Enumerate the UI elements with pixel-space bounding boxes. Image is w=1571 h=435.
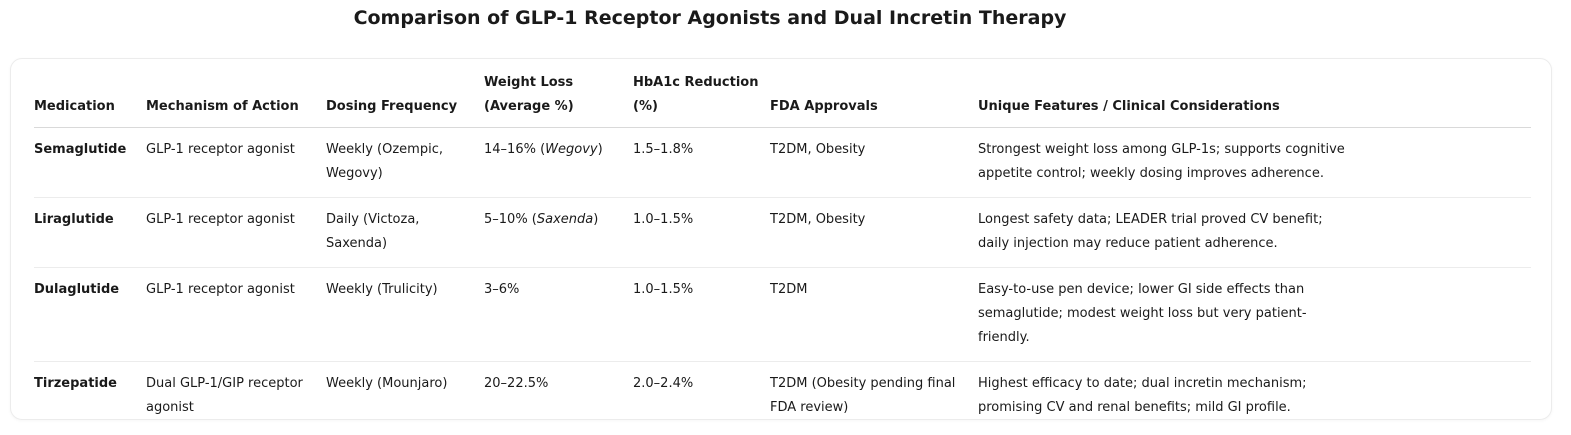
- column-header: Mechanism of Action: [146, 71, 326, 128]
- cell-text: Daily (Victoza, Saxenda): [326, 212, 420, 251]
- column-header: Weight Loss (Average %): [484, 71, 633, 128]
- column-header: Unique Features / Clinical Consideration…: [978, 71, 1531, 128]
- table-card: Medication Mechanism of Action Dosing Freq…: [10, 58, 1552, 420]
- table-cell: Strongest weight loss among GLP-1s; supp…: [978, 127, 1531, 198]
- table-cell: 20–22.5%: [484, 362, 633, 432]
- table-cell: T2DM (Obesity pending final FDA review): [770, 362, 978, 432]
- cell-text: Strongest weight loss among GLP-1s; supp…: [978, 142, 1345, 181]
- table-body: Semaglutide GLP-1 receptor agonist Weekly …: [34, 127, 1531, 432]
- table-cell: Weekly (Trulicity): [326, 267, 484, 362]
- cell-text: 1.0–1.5%: [633, 282, 694, 297]
- table-cell: 1.5–1.8%: [633, 127, 770, 198]
- cell-text: Highest efficacy to date; dual incretin …: [978, 376, 1307, 415]
- table-row: Dulaglutide GLP-1 receptor agonist Weekly …: [34, 267, 1531, 362]
- table-cell: Tirzepatide: [34, 362, 146, 432]
- cell-text: T2DM, Obesity: [770, 142, 866, 157]
- brand-name: Wegovy: [545, 142, 598, 157]
- column-header: FDA Approvals: [770, 71, 978, 128]
- column-header: HbA1c Reduction (%): [633, 71, 770, 128]
- cell-text: ): [593, 212, 599, 227]
- cell-text: 1.0–1.5%: [633, 212, 694, 227]
- table-cell: Liraglutide: [34, 197, 146, 268]
- column-header: Medication: [34, 71, 146, 128]
- table-cell: Easy-to-use pen device; lower GI side ef…: [978, 267, 1531, 362]
- cell-text: GLP-1 receptor agonist: [146, 282, 295, 297]
- table-cell: 1.0–1.5%: [633, 267, 770, 362]
- cell-text: GLP-1 receptor agonist: [146, 212, 295, 227]
- cell-text: Tirzepatide: [34, 376, 117, 391]
- cell-text: Dual GLP-1/GIP receptor agonist: [146, 376, 303, 415]
- title: Comparison of GLP-1 Receptor Agonists an…: [353, 7, 1067, 29]
- table-cell: 3–6%: [484, 267, 633, 362]
- table-cell: Highest efficacy to date; dual incretin …: [978, 362, 1531, 432]
- table-row: Semaglutide GLP-1 receptor agonist Weekly …: [34, 127, 1531, 198]
- table-cell: T2DM: [770, 267, 978, 362]
- cell-text: Weekly (Ozempic, Wegovy): [326, 142, 443, 181]
- comparison-table: Medication Mechanism of Action Dosing Freq…: [34, 71, 1531, 431]
- cell-text: 20–22.5%: [484, 376, 549, 391]
- table-cell: Weekly (Ozempic, Wegovy): [326, 127, 484, 198]
- header-row: Medication Mechanism of Action Dosing Freq…: [34, 71, 1531, 128]
- cell-text: 3–6%: [484, 282, 520, 297]
- table-cell: 2.0–2.4%: [633, 362, 770, 432]
- cell-text: 1.5–1.8%: [633, 142, 694, 157]
- brand-name: Saxenda: [536, 212, 594, 227]
- cell-text: 2.0–2.4%: [633, 376, 694, 391]
- table-cell: GLP-1 receptor agonist: [146, 267, 326, 362]
- table-cell: T2DM, Obesity: [770, 197, 978, 268]
- cell-text: Longest safety data; LEADER trial proved…: [978, 212, 1323, 251]
- cell-text: Easy-to-use pen device; lower GI side ef…: [978, 282, 1307, 345]
- table-cell: Semaglutide: [34, 127, 146, 198]
- table-head: Medication Mechanism of Action Dosing Freq…: [34, 71, 1531, 128]
- cell-text: 14–16% (: [484, 142, 546, 157]
- column-header: Dosing Frequency: [326, 71, 484, 128]
- table-cell: Dual GLP-1/GIP receptor agonist: [146, 362, 326, 432]
- cell-text: T2DM, Obesity: [770, 212, 866, 227]
- cell-text: Dulaglutide: [34, 282, 120, 297]
- table-cell: GLP-1 receptor agonist: [146, 197, 326, 268]
- cell-text: Weekly (Mounjaro): [326, 376, 448, 391]
- table-cell: Dulaglutide: [34, 267, 146, 362]
- cell-text: T2DM (Obesity pending final FDA review): [770, 376, 956, 415]
- cell-text: Liraglutide: [34, 212, 114, 227]
- cell-text: T2DM: [770, 282, 808, 297]
- table-cell: 14–16% (Wegovy): [484, 127, 633, 198]
- cell-text: 5–10% (: [484, 212, 537, 227]
- cell-text: GLP-1 receptor agonist: [146, 142, 295, 157]
- table-cell: 1.0–1.5%: [633, 197, 770, 268]
- table-row: Liraglutide GLP-1 receptor agonist Daily (…: [34, 197, 1531, 268]
- table-cell: Weekly (Mounjaro): [326, 362, 484, 432]
- cell-text: ): [597, 142, 603, 157]
- cell-text: Weekly (Trulicity): [326, 282, 438, 297]
- table-cell: GLP-1 receptor agonist: [146, 127, 326, 198]
- table-cell: T2DM, Obesity: [770, 127, 978, 198]
- table-row: Tirzepatide Dual GLP-1/GIP receptor agoni…: [34, 362, 1531, 432]
- table-cell: Daily (Victoza, Saxenda): [326, 197, 484, 268]
- table-cell: Longest safety data; LEADER trial proved…: [978, 197, 1531, 268]
- cell-text: Semaglutide: [34, 142, 127, 157]
- table-cell: 5–10% (Saxenda): [484, 197, 633, 268]
